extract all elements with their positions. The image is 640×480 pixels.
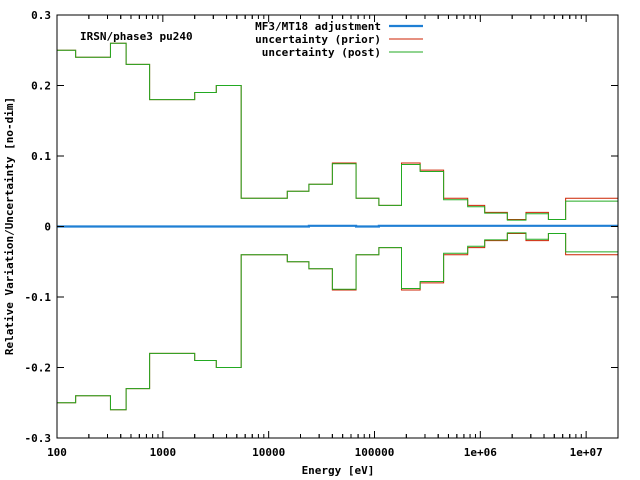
series-line xyxy=(57,232,618,411)
y-tick-label: -0.2 xyxy=(25,362,52,375)
y-tick-label: -0.3 xyxy=(25,432,52,445)
x-tick-label: 10000 xyxy=(252,446,285,459)
y-axis-label: Relative Variation/Uncertainty [no-dim] xyxy=(3,97,16,355)
series-line xyxy=(57,42,618,220)
legend-label: uncertainty (prior) xyxy=(255,33,381,46)
series-line xyxy=(57,224,618,228)
series-line xyxy=(57,42,618,221)
x-tick-label: 100000 xyxy=(355,446,395,459)
series-line xyxy=(57,233,618,411)
x-tick-label: 1000 xyxy=(150,446,177,459)
y-tick-label: 0 xyxy=(44,221,51,234)
x-tick-label: 1e+07 xyxy=(570,446,603,459)
legend-label: uncertainty (post) xyxy=(262,46,381,59)
x-axis-label: Energy [eV] xyxy=(302,464,375,477)
x-tick-label: 1e+06 xyxy=(464,446,497,459)
legend-label: MF3/MT18 adjustment xyxy=(255,20,381,33)
axes-layer: -0.3 -0.2 -0.1 0 0.1 0.2 0.3 100 1000 10000 100000… xyxy=(25,9,619,459)
series-layer xyxy=(57,42,618,411)
y-tick-label: 0.1 xyxy=(31,150,51,163)
y-tick-label: 0.2 xyxy=(31,80,51,93)
y-tick-label: 0.3 xyxy=(31,9,51,22)
y-tick-label: -0.1 xyxy=(25,291,52,304)
x-tick-label: 100 xyxy=(47,446,67,459)
chart-annotation: IRSN/phase3 pu240 xyxy=(80,30,193,43)
